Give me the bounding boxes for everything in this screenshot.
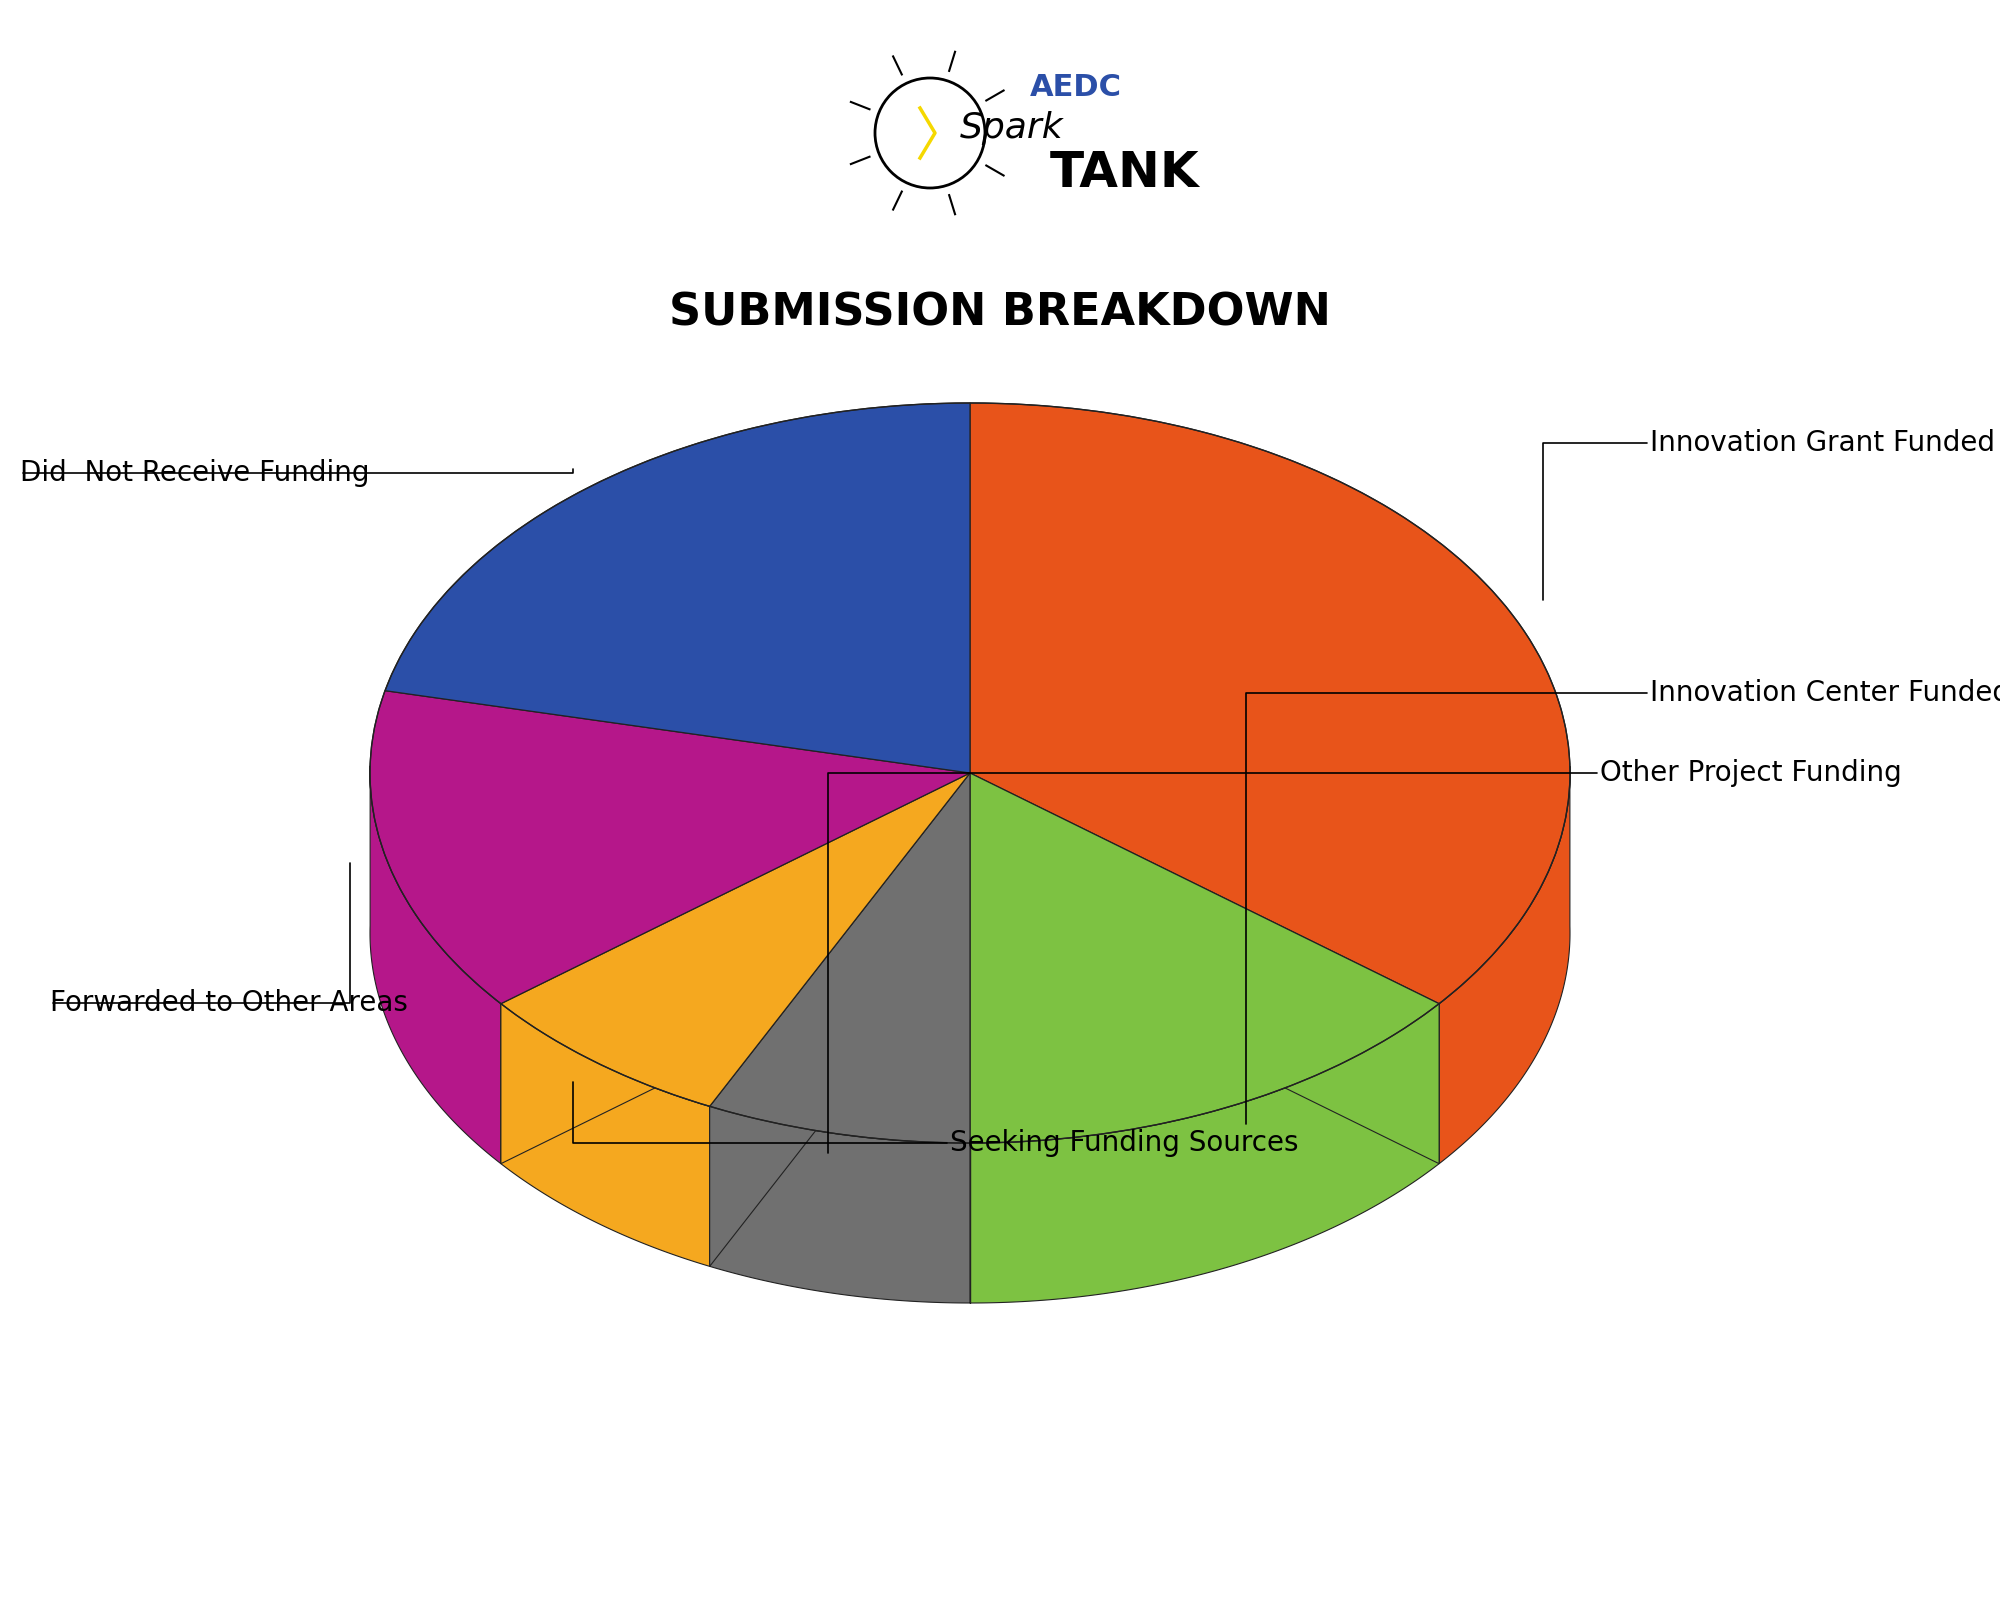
Text: AEDC: AEDC bbox=[1030, 73, 1122, 102]
Text: Seeking Funding Sources: Seeking Funding Sources bbox=[950, 1130, 1298, 1157]
Text: Innovation Grant Funded: Innovation Grant Funded bbox=[1650, 428, 1996, 458]
Polygon shape bbox=[370, 691, 970, 1003]
Polygon shape bbox=[500, 1003, 710, 1266]
Polygon shape bbox=[710, 773, 970, 1143]
Polygon shape bbox=[710, 773, 970, 1266]
Polygon shape bbox=[970, 1003, 1440, 1303]
Polygon shape bbox=[386, 403, 970, 773]
Text: SUBMISSION BREAKDOWN: SUBMISSION BREAKDOWN bbox=[670, 292, 1330, 334]
Text: Forwarded to Other Areas: Forwarded to Other Areas bbox=[50, 988, 408, 1018]
Polygon shape bbox=[370, 766, 500, 1164]
Polygon shape bbox=[500, 773, 970, 1164]
Polygon shape bbox=[1440, 766, 1570, 1164]
Polygon shape bbox=[710, 773, 970, 1266]
Polygon shape bbox=[970, 773, 1440, 1143]
Text: Did  Not Receive Funding: Did Not Receive Funding bbox=[20, 459, 370, 487]
Polygon shape bbox=[970, 773, 1440, 1164]
Polygon shape bbox=[970, 773, 1440, 1164]
Text: Other Project Funding: Other Project Funding bbox=[1600, 760, 1902, 787]
Polygon shape bbox=[500, 773, 970, 1107]
Text: Innovation Center Funded: Innovation Center Funded bbox=[1650, 678, 2000, 708]
Polygon shape bbox=[710, 1107, 970, 1303]
Polygon shape bbox=[970, 403, 1570, 1003]
Text: TANK: TANK bbox=[1050, 149, 1200, 196]
Polygon shape bbox=[500, 773, 970, 1164]
Text: Spark: Spark bbox=[960, 110, 1064, 144]
